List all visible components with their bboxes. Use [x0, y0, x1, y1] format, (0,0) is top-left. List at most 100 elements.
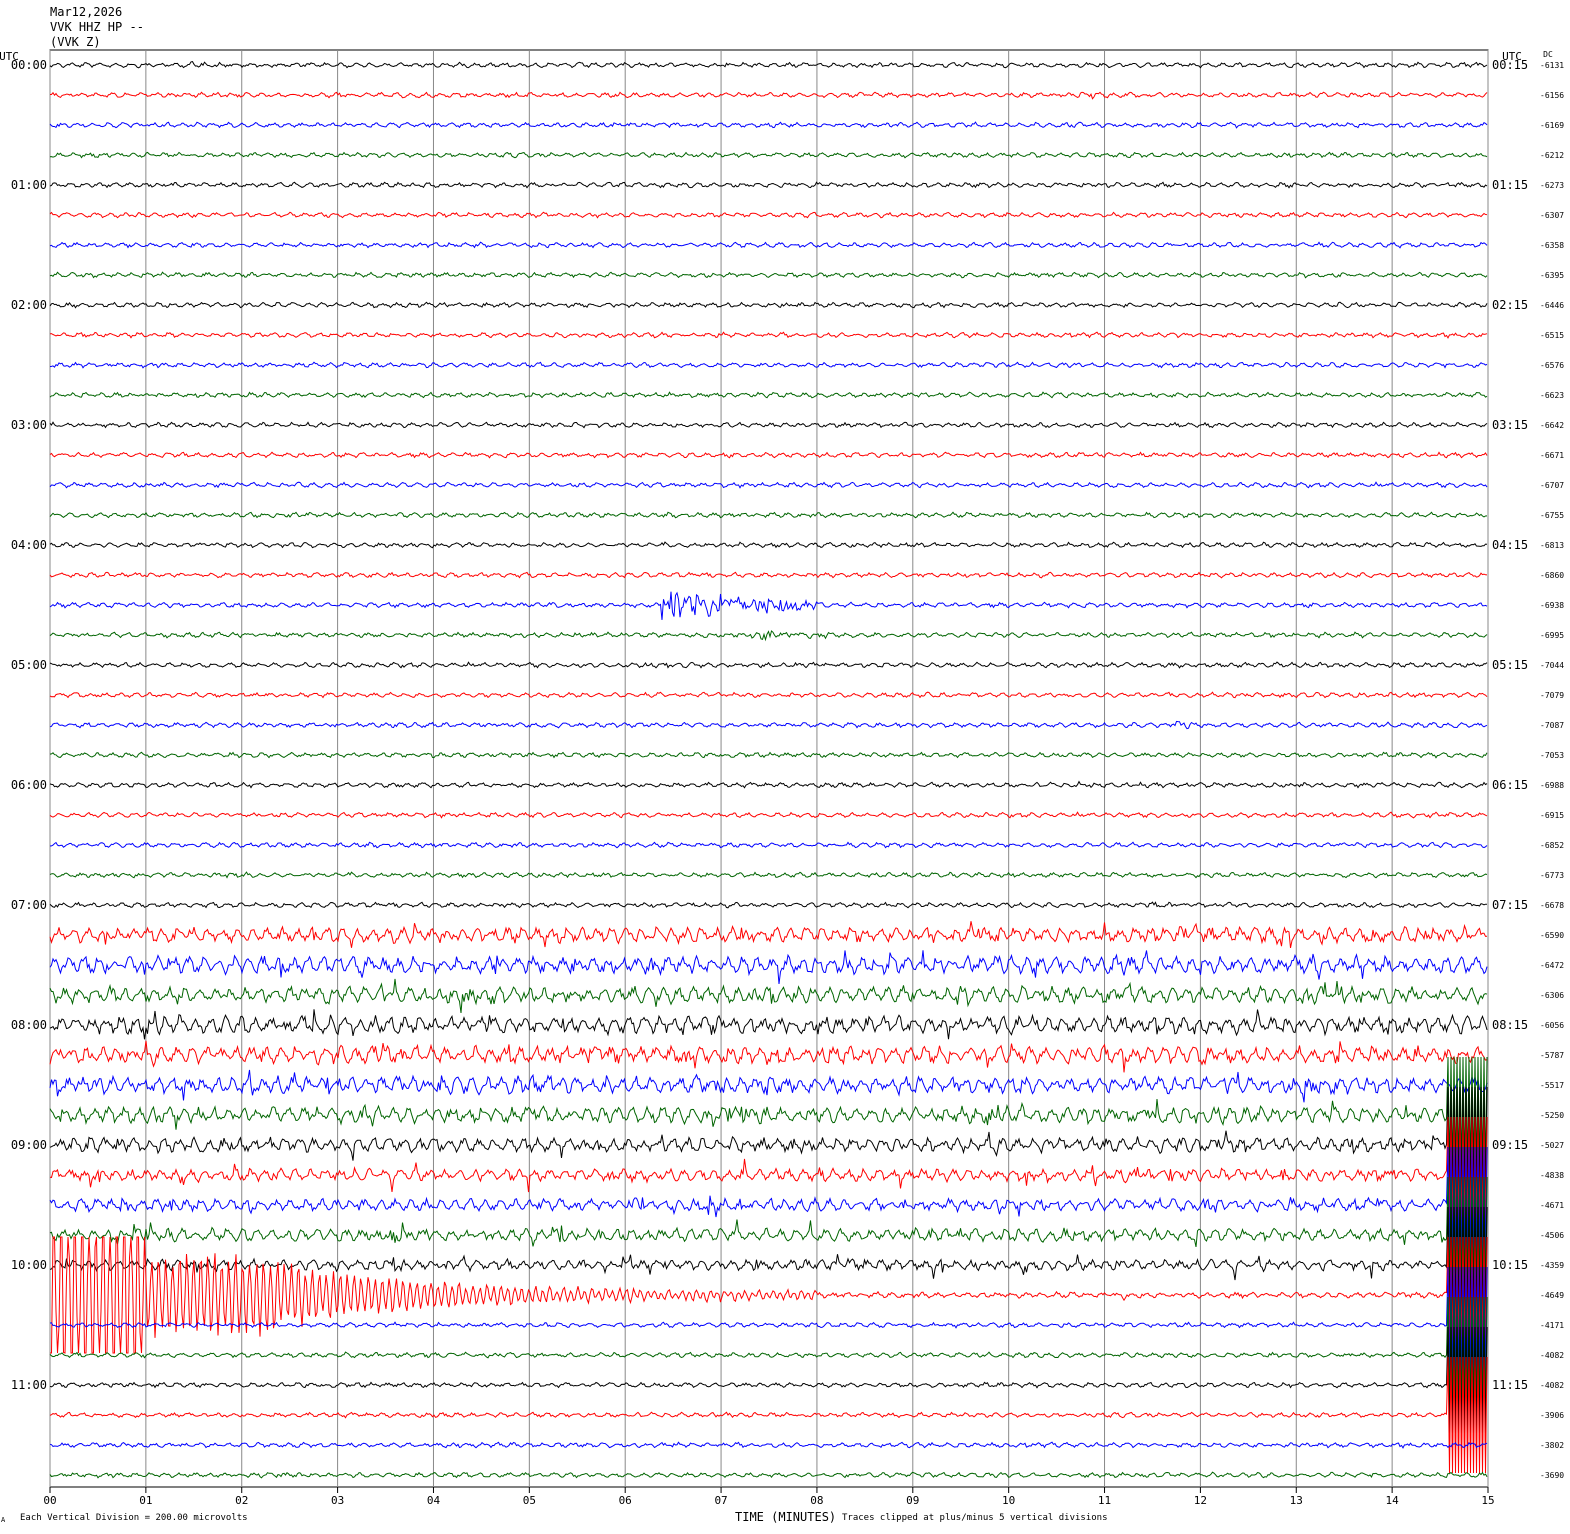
dc-offset-label: -6642 [1540, 421, 1564, 430]
hour-label-right-06:15: 06:15 [1492, 778, 1528, 792]
trace-line [49, 1040, 1488, 1073]
trace-line [49, 361, 1488, 369]
trace-line [49, 720, 1488, 730]
x-tick-label-14: 14 [1386, 1494, 1400, 1507]
dc-offset-label: -6395 [1540, 271, 1564, 280]
dc-offset-label: -6813 [1540, 541, 1564, 550]
seismic-traces [49, 61, 1488, 1479]
trace-line [50, 1236, 1488, 1354]
trace-line [49, 751, 1488, 759]
trace-line [49, 391, 1488, 399]
x-tick-label-03: 03 [331, 1494, 344, 1507]
hour-label-right-00:15: 00:15 [1492, 58, 1528, 72]
trace-line [49, 1266, 1488, 1384]
hour-label-left-03:00: 03:00 [11, 418, 47, 432]
dc-offset-label: -6995 [1540, 631, 1564, 640]
hour-label-left-00:00: 00:00 [11, 58, 47, 72]
trace-line [49, 1296, 1488, 1414]
hour-label-left-01:00: 01:00 [11, 178, 47, 192]
trace-line [49, 780, 1488, 789]
hour-label-right-02:15: 02:15 [1492, 298, 1528, 312]
dc-offset-label: -3802 [1540, 1441, 1564, 1450]
x-tick-label-12: 12 [1194, 1494, 1207, 1507]
hour-label-right-07:15: 07:15 [1492, 898, 1528, 912]
dc-offset-label: -6515 [1540, 331, 1564, 340]
x-axis-title: TIME (MINUTES) [735, 1510, 837, 1524]
trace-line [49, 1116, 1488, 1234]
x-tick-label-05: 05 [523, 1494, 536, 1507]
dc-offset-label: -6576 [1540, 361, 1564, 370]
trace-line [49, 181, 1488, 189]
trace-line [49, 691, 1488, 699]
dc-offset-label: -6156 [1540, 91, 1564, 100]
dc-header: DC [1543, 50, 1553, 59]
plot-frame [49, 49, 1489, 1488]
dc-offset-label: -6169 [1540, 121, 1564, 130]
dc-offset-label: -7079 [1540, 691, 1564, 700]
dc-offset-label: -6678 [1540, 901, 1564, 910]
header-station: VVK HHZ HP -- [50, 20, 144, 34]
dc-offset-label: -5250 [1540, 1111, 1564, 1120]
trace-line [49, 841, 1488, 849]
corner-mark: A [1, 1516, 6, 1524]
trace-line [49, 451, 1488, 459]
x-tick-label-04: 04 [427, 1494, 441, 1507]
trace-line [49, 871, 1488, 879]
trace-line [49, 591, 1488, 620]
dc-offset-label: -6860 [1540, 571, 1564, 580]
trace-line [49, 571, 1488, 579]
dc-offset-label: -4171 [1540, 1321, 1564, 1330]
hour-label-left-10:00: 10:00 [11, 1258, 47, 1272]
trace-line [49, 630, 1488, 642]
header-component: (VVK Z) [50, 35, 101, 49]
dc-offset-label: -6623 [1540, 391, 1564, 400]
trace-line [49, 1146, 1488, 1264]
dc-offset-label: -3906 [1540, 1411, 1564, 1420]
dc-offset-label: -6988 [1540, 781, 1564, 790]
trace-line [49, 121, 1488, 129]
x-tick-label-10: 10 [1002, 1494, 1015, 1507]
trace-line [49, 61, 1488, 69]
x-tick-label-08: 08 [810, 1494, 823, 1507]
hour-label-left-08:00: 08:00 [11, 1018, 47, 1032]
dc-offset-label: -3690 [1540, 1471, 1564, 1480]
hour-label-left-07:00: 07:00 [11, 898, 47, 912]
x-tick-label-11: 11 [1098, 1494, 1111, 1507]
hour-label-left-06:00: 06:00 [11, 778, 47, 792]
dc-offset-label: -5787 [1540, 1051, 1564, 1060]
hour-label-right-01:15: 01:15 [1492, 178, 1528, 192]
dc-offset-label: -6852 [1540, 841, 1564, 850]
dc-offset-label: -5517 [1540, 1081, 1564, 1090]
hour-label-left-11:00: 11:00 [11, 1378, 47, 1392]
trace-line [49, 481, 1488, 489]
dc-offset-label: -7044 [1540, 661, 1564, 670]
trace-line [49, 921, 1488, 948]
trace-line [49, 661, 1488, 669]
hour-label-left-05:00: 05:00 [11, 658, 47, 672]
left-axis-title: UTC [0, 50, 19, 63]
hour-label-right-05:15: 05:15 [1492, 658, 1528, 672]
trace-line [49, 331, 1488, 339]
trace-line [49, 901, 1487, 909]
trace-line [49, 1326, 1488, 1444]
trace-line [49, 541, 1488, 549]
hour-label-right-10:15: 10:15 [1492, 1258, 1528, 1272]
hour-label-right-04:15: 04:15 [1492, 538, 1528, 552]
x-tick-label-06: 06 [619, 1494, 632, 1507]
trace-line [49, 1356, 1488, 1474]
scale-note: Each Vertical Division = 200.00 microvol… [20, 1513, 248, 1523]
minute-gridlines [49, 50, 1489, 1487]
trace-line [49, 241, 1488, 249]
hour-label-left-04:00: 04:00 [11, 538, 47, 552]
hour-label-left-02:00: 02:00 [11, 298, 47, 312]
trace-line [49, 1056, 1488, 1174]
trace-line [49, 421, 1488, 429]
trace-line [49, 151, 1488, 159]
dc-offset-label: -6755 [1540, 511, 1564, 520]
hour-label-left-09:00: 09:00 [11, 1138, 47, 1152]
dc-offset-label: -6307 [1540, 211, 1564, 220]
dc-offset-label: -6472 [1540, 961, 1564, 970]
dc-offset-label: -4671 [1540, 1201, 1564, 1210]
x-tick-label-09: 09 [906, 1494, 919, 1507]
dc-offset-label: -4838 [1540, 1171, 1564, 1180]
